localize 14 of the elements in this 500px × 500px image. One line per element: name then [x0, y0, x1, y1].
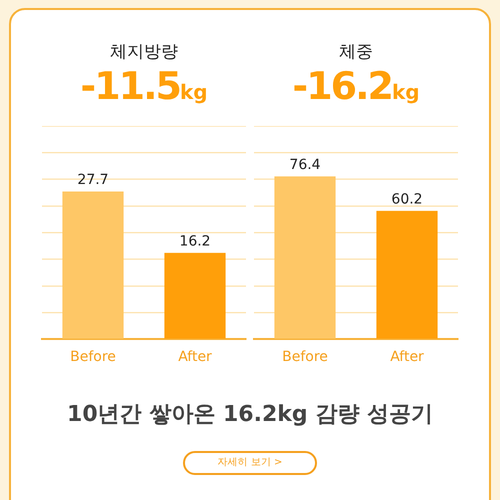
chart-title: 체지방량: [109, 41, 179, 64]
text: 10년간 쌓아온 16.2kg 감량 성공기: [66, 401, 434, 429]
detail-button: 자세히 보기 >: [183, 451, 317, 475]
chart-title: 체중: [338, 41, 374, 64]
data-label: 27.7: [77, 172, 109, 188]
chart-subtitle: -11.5kg: [80, 64, 208, 108]
data-label: 76.4: [289, 156, 321, 173]
data-label: 60.2: [391, 191, 423, 208]
x-tick-label: Before: [70, 349, 116, 366]
chart-subtitle: -16.2kg: [292, 64, 420, 108]
x-tick-label: Before: [282, 349, 328, 366]
x-tick-label: After: [178, 349, 212, 366]
x-tick-label: After: [390, 349, 424, 366]
data-label: 16.2: [179, 233, 211, 250]
